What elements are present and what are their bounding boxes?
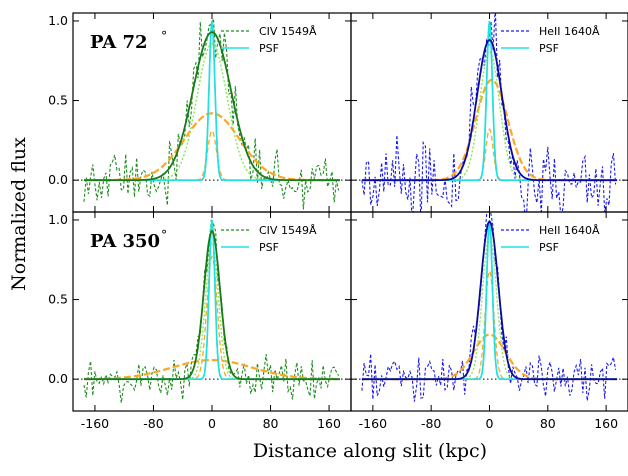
x-tick-label: -160 <box>81 416 109 431</box>
legend-label-data: HeII 1640Å <box>539 25 600 38</box>
x-tick-label: 0 <box>208 416 216 431</box>
y-axis-label: Normalized flux <box>8 137 30 291</box>
x-tick-label: 160 <box>594 416 618 431</box>
panel-pa72-heii: HeII 1640Å PSF <box>350 12 628 213</box>
psf-line <box>361 219 618 380</box>
x-tick-label: 80 <box>540 416 556 431</box>
psf-line-2 <box>361 224 618 380</box>
component-narrow <box>361 128 618 181</box>
psf-line-2 <box>361 25 618 181</box>
legend-label-psf: PSF <box>259 42 279 55</box>
data-series-heii <box>361 13 617 212</box>
component-narrow <box>84 129 340 181</box>
pa-label: PA 350 <box>90 231 160 252</box>
component-fit2 <box>84 241 340 380</box>
psf-line <box>361 20 618 181</box>
panels: 0.0 0.5 1.0 PA 72 ° CIV 1549Å PSF HeII 1640Å PSF… <box>48 12 628 431</box>
panel-pa72-civ: 0.0 0.5 1.0 PA 72 ° CIV 1549Å PSF <box>48 12 352 213</box>
y-tick-label: 1.0 <box>48 13 68 28</box>
y-tick-label: 0.0 <box>48 371 68 386</box>
data-series-heii <box>361 212 617 402</box>
plot-area-pa72-civ <box>73 18 351 210</box>
y-tick-label: 0.0 <box>48 172 68 187</box>
x-tick-label: -80 <box>143 416 163 431</box>
plot-area-pa350-heii <box>351 212 628 402</box>
x-tick-label: 160 <box>317 416 341 431</box>
fit-line-civ <box>84 229 340 381</box>
component-fit2 <box>84 43 340 181</box>
legend-label-psf: PSF <box>539 42 559 55</box>
pa-degree: ° <box>161 227 167 242</box>
pa-degree: ° <box>161 28 167 43</box>
y-tick-label: 1.0 <box>48 212 68 227</box>
component-fit2 <box>361 50 618 181</box>
panel-pa350-civ: -160 -80 0 80 160 0.0 0.5 1.0 PA 350 ° CIV 1549Å PS… <box>48 211 352 431</box>
fit-line-civ <box>84 31 340 182</box>
y-tick-label: 0.5 <box>48 93 68 108</box>
component-broad <box>84 359 340 381</box>
axes-frame <box>350 211 628 412</box>
x-axis-label: Distance along slit (kpc) <box>253 440 487 462</box>
legend-label-data: HeII 1640Å <box>539 224 600 237</box>
component-narrow <box>361 269 618 380</box>
x-tick-label: -80 <box>421 416 441 431</box>
pa-label: PA 72 <box>90 32 148 53</box>
panel-pa350-heii: -160 -80 0 80 160 HeII 1640Å PSF <box>350 211 628 431</box>
fit-line-heii <box>361 39 618 182</box>
legend-label-psf: PSF <box>539 241 559 254</box>
data-series-civ <box>83 18 340 210</box>
component-fit2 <box>361 233 618 380</box>
x-tick-label: 80 <box>263 416 279 431</box>
plot-area-pa350-civ <box>73 219 351 403</box>
plot-area-pa72-heii <box>351 13 628 212</box>
legend-label-data: CIV 1549Å <box>259 224 317 237</box>
fit-line-heii <box>361 220 618 381</box>
x-tick-label: -160 <box>359 416 387 431</box>
legend-label-data: CIV 1549Å <box>259 25 317 38</box>
legend-label-psf: PSF <box>259 241 279 254</box>
y-tick-label: 0.5 <box>48 292 68 307</box>
x-tick-label: 0 <box>486 416 494 431</box>
